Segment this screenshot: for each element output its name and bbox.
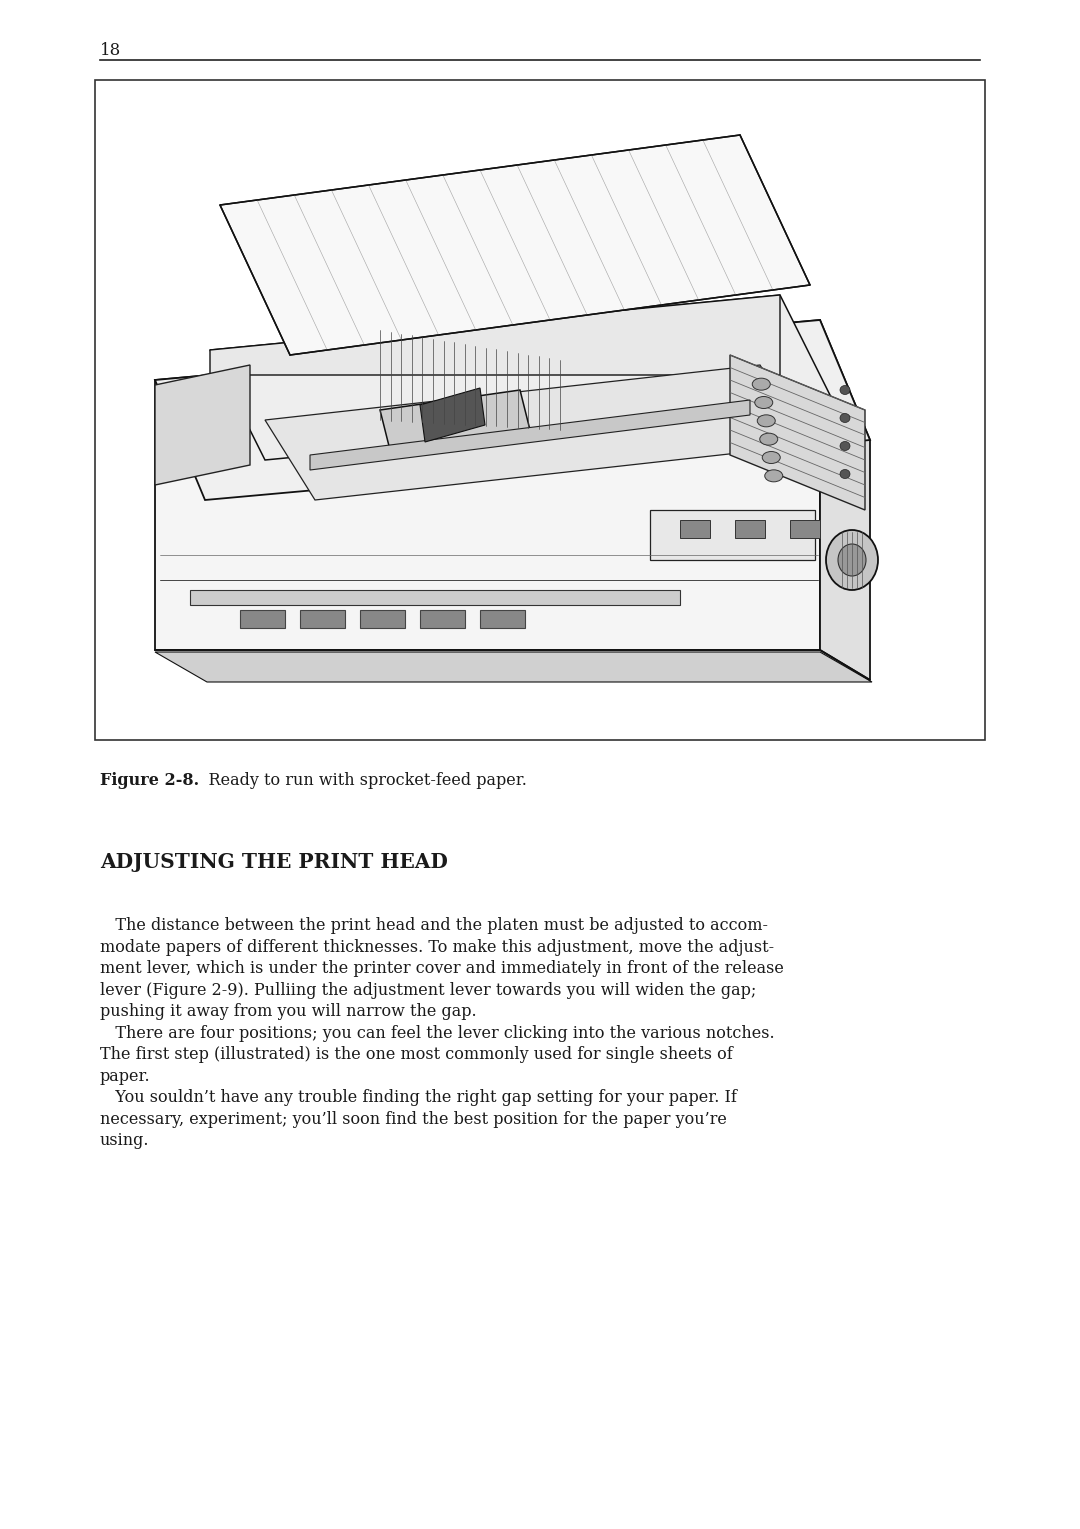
Bar — [735, 520, 765, 538]
Ellipse shape — [838, 544, 866, 576]
Ellipse shape — [762, 451, 780, 463]
Text: necessary, experiment; you’ll soon find the best position for the paper you’re: necessary, experiment; you’ll soon find … — [100, 1110, 727, 1127]
Polygon shape — [156, 320, 870, 500]
Text: paper.: paper. — [100, 1067, 150, 1084]
Bar — [95, 80, 985, 740]
Bar — [240, 610, 285, 628]
Ellipse shape — [826, 531, 878, 590]
Polygon shape — [156, 651, 872, 682]
Text: There are four positions; you can feel the lever clicking into the various notch: There are four positions; you can feel t… — [100, 1024, 774, 1041]
Text: using.: using. — [100, 1131, 149, 1148]
Text: lever (Figure 2-9). Pulliing the adjustment lever towards you will widen the gap: lever (Figure 2-9). Pulliing the adjustm… — [100, 982, 756, 998]
Polygon shape — [310, 401, 750, 469]
Ellipse shape — [840, 469, 850, 479]
Polygon shape — [265, 365, 810, 500]
Bar — [420, 610, 465, 628]
Polygon shape — [156, 320, 820, 650]
Polygon shape — [820, 320, 870, 680]
Text: You souldn’t have any trouble finding the right gap setting for your paper. If: You souldn’t have any trouble finding th… — [100, 1089, 737, 1105]
Ellipse shape — [755, 396, 773, 408]
Text: 18: 18 — [100, 41, 121, 60]
Bar — [480, 610, 525, 628]
Text: Ready to run with sprocket-feed paper.: Ready to run with sprocket-feed paper. — [188, 772, 527, 789]
Polygon shape — [210, 295, 780, 375]
Ellipse shape — [765, 469, 783, 482]
Ellipse shape — [840, 442, 850, 451]
Text: pushing it away from you will narrow the gap.: pushing it away from you will narrow the… — [100, 1003, 476, 1020]
Ellipse shape — [753, 378, 770, 390]
Polygon shape — [190, 590, 680, 605]
Bar — [360, 610, 405, 628]
Text: The first step (illustrated) is the one most commonly used for single sheets of: The first step (illustrated) is the one … — [100, 1046, 732, 1063]
Polygon shape — [220, 135, 810, 355]
Ellipse shape — [757, 414, 775, 427]
Polygon shape — [380, 390, 530, 450]
Ellipse shape — [840, 413, 850, 422]
Bar — [300, 610, 345, 628]
Text: modate papers of different thicknesses. To make this adjustment, move the adjust: modate papers of different thicknesses. … — [100, 939, 774, 956]
Polygon shape — [156, 365, 249, 485]
Bar — [789, 520, 820, 538]
Text: Figure 2-8.: Figure 2-8. — [100, 772, 199, 789]
Bar — [680, 520, 710, 538]
Ellipse shape — [840, 385, 850, 394]
Text: ment lever, which is under the printer cover and immediately in front of the rel: ment lever, which is under the printer c… — [100, 960, 784, 977]
Polygon shape — [210, 295, 835, 460]
Text: The distance between the print head and the platen must be adjusted to accom-: The distance between the print head and … — [100, 917, 768, 934]
Polygon shape — [420, 388, 485, 442]
Text: ADJUSTING THE PRINT HEAD: ADJUSTING THE PRINT HEAD — [100, 852, 448, 872]
Polygon shape — [650, 511, 815, 560]
Polygon shape — [730, 355, 865, 511]
Ellipse shape — [759, 433, 778, 445]
